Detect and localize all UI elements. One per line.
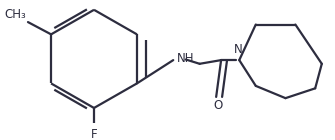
Text: F: F [91,128,97,140]
Text: O: O [213,99,222,112]
Text: CH₃: CH₃ [5,8,26,21]
Text: NH: NH [177,52,194,65]
Text: N: N [234,43,243,56]
